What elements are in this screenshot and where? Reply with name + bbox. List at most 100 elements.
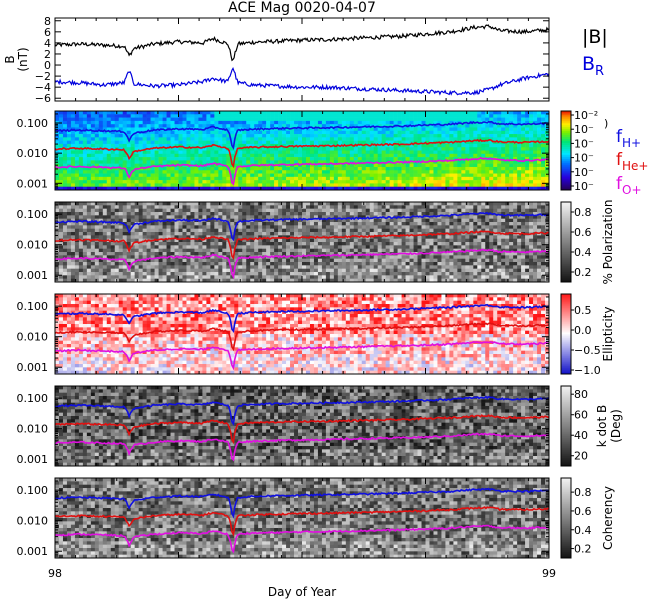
- spectrogram-cell: [278, 208, 283, 213]
- spectrogram-cell: [226, 275, 231, 279]
- spectrogram-cell: [78, 225, 84, 229]
- spectrogram-cell: [234, 127, 239, 132]
- spectrogram-cell: [481, 166, 486, 171]
- spectrogram-cell: [305, 120, 311, 125]
- spectrogram-cell: [74, 212, 80, 216]
- spectrogram-cell: [541, 147, 546, 151]
- spectrogram-cell: [294, 186, 299, 191]
- spectrogram-cell: [325, 147, 331, 151]
- spectrogram-cell: [226, 111, 231, 115]
- spectrogram-cell: [317, 153, 323, 158]
- spectrogram-cell: [94, 268, 100, 273]
- spectrogram-cell: [286, 130, 291, 135]
- spectrogram-cell: [190, 134, 195, 138]
- spectrogram-cell: [497, 183, 502, 188]
- spectrogram-cell: [198, 137, 203, 141]
- spectrogram-cell: [369, 170, 375, 174]
- spectrogram-cell: [345, 212, 351, 216]
- spectrogram-cell: [345, 176, 351, 181]
- spectrogram-cell: [333, 272, 339, 276]
- spectrogram-cell: [90, 117, 96, 122]
- y-tick-label: 4: [44, 37, 51, 50]
- spectrogram-cell: [166, 114, 171, 118]
- spectrogram-cell: [305, 153, 311, 158]
- spectrogram-cell: [214, 153, 219, 158]
- spectrogram-cell: [313, 215, 319, 219]
- spectrogram-cell: [537, 183, 542, 188]
- spectrogram-cell: [246, 143, 251, 148]
- spectrogram-cell: [150, 225, 155, 229]
- spectrogram-cell: [437, 150, 442, 155]
- spectrogram-cell: [122, 225, 128, 229]
- spectrogram-cell: [186, 258, 191, 263]
- spectrogram-cell: [254, 134, 259, 138]
- spectrogram-cell: [58, 137, 64, 141]
- spectrogram-cell: [405, 147, 410, 151]
- spectrogram-cell: [405, 183, 410, 188]
- spectrogram-cell: [202, 130, 207, 135]
- spectrogram-cell: [210, 150, 215, 155]
- spectrogram-cell: [521, 124, 526, 128]
- spectrogram-cell: [282, 114, 287, 118]
- spectrogram-cell: [210, 212, 215, 216]
- spectrogram-cell: [178, 120, 183, 125]
- spectrogram-cell: [142, 127, 147, 132]
- spectrogram-cell: [337, 127, 343, 132]
- spectrogram-cell: [254, 228, 259, 233]
- spectrogram-cell: [270, 173, 275, 178]
- spectrogram-cell: [282, 140, 287, 145]
- spectrogram-cell: [106, 173, 112, 178]
- spectrogram-cell: [174, 124, 179, 128]
- spectrogram-cell: [305, 147, 311, 151]
- spectrogram-cell: [357, 127, 363, 132]
- spectrogram-cell: [154, 150, 159, 155]
- spectrogram-cell: [485, 153, 490, 158]
- spectrogram-cell: [278, 268, 283, 273]
- spectrogram-cell: [58, 245, 64, 249]
- spectrogram-cell: [66, 275, 72, 279]
- spectrogram-cell: [102, 163, 108, 168]
- spectrogram-cell: [158, 275, 163, 279]
- spectrogram-cell: [66, 150, 72, 155]
- spectrogram-cell: [78, 157, 84, 161]
- spectrogram-cell: [246, 176, 251, 181]
- spectrogram-cell: [393, 180, 398, 184]
- spectrogram-cell: [425, 130, 430, 135]
- spectrogram-cell: [381, 183, 386, 188]
- spectrogram-cell: [505, 180, 510, 184]
- spectrogram-cell: [509, 130, 514, 135]
- spectrogram-cell: [393, 150, 398, 155]
- spectrogram-cell: [58, 143, 64, 148]
- spectrogram-cell: [250, 208, 255, 213]
- spectrogram-cell: [202, 272, 207, 276]
- spectrogram-cell: [218, 232, 223, 236]
- spectrogram-cell: [525, 114, 530, 118]
- spectrogram-cell: [78, 114, 84, 118]
- spectrogram-cell: [110, 225, 116, 229]
- spectrogram-cell: [158, 117, 163, 122]
- spectrogram-cell: [122, 248, 128, 253]
- spectrogram-cell: [385, 173, 390, 178]
- spectrogram-cell: [473, 111, 478, 115]
- spectrogram-cell: [142, 205, 147, 209]
- spectrogram-cell: [541, 160, 546, 164]
- spectrogram-cell: [114, 130, 120, 135]
- spectrogram-cell: [170, 232, 175, 236]
- spectrogram-cell: [55, 186, 60, 191]
- spectrogram-cell: [337, 268, 343, 273]
- spectrogram-cell: [230, 215, 235, 219]
- spectrogram-cell: [385, 114, 390, 118]
- spectrogram-cell: [429, 120, 434, 125]
- spectrogram-cell: [210, 255, 215, 259]
- spectrogram-cell: [162, 278, 167, 283]
- spectrogram-cell: [497, 114, 502, 118]
- spectrogram-cell: [202, 262, 207, 266]
- spectrogram-cell: [130, 255, 135, 259]
- spectrogram-cell: [250, 143, 255, 148]
- spectrogram-cell: [525, 117, 530, 122]
- spectrogram-cell: [537, 163, 542, 168]
- spectrogram-cell: [501, 143, 506, 148]
- spectrogram-cell: [198, 212, 203, 216]
- spectrogram-cell: [154, 117, 159, 122]
- spectrogram-cell: [250, 272, 255, 276]
